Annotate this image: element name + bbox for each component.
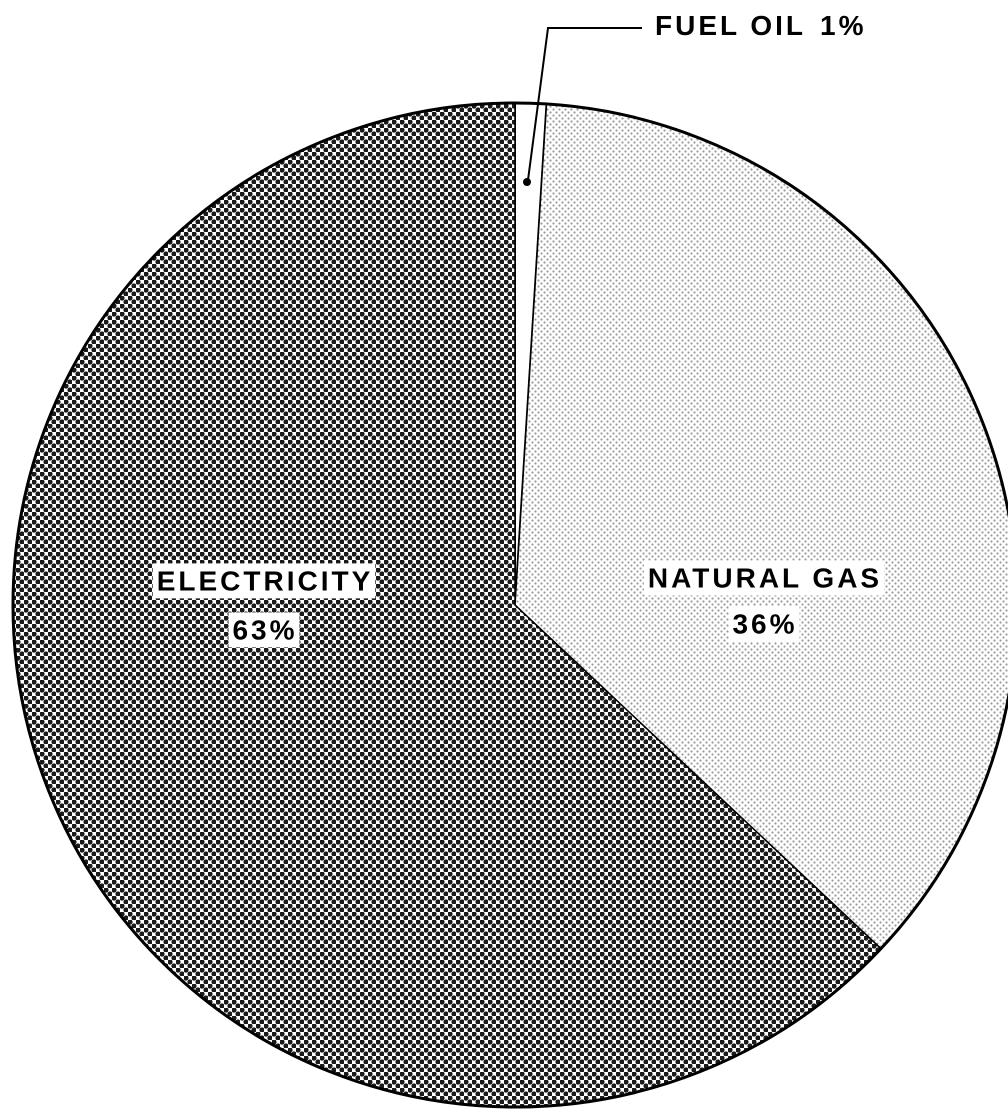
category-label: ELECTRICITY — [157, 565, 374, 596]
leader-dot — [523, 178, 531, 186]
category-label: FUEL OIL — [655, 10, 806, 41]
label-background — [728, 606, 800, 642]
value-label: 1% — [820, 10, 866, 41]
label-background — [152, 563, 376, 599]
category-label: NATURAL GAS — [648, 562, 882, 593]
value-label: 36% — [732, 608, 797, 639]
pie-outline — [11, 101, 1008, 1109]
leader-line — [527, 27, 642, 181]
label-background — [228, 612, 300, 648]
value-label: 63% — [232, 614, 297, 645]
slice-label: FUEL OIL 1% — [655, 10, 867, 41]
label-background — [643, 560, 885, 596]
